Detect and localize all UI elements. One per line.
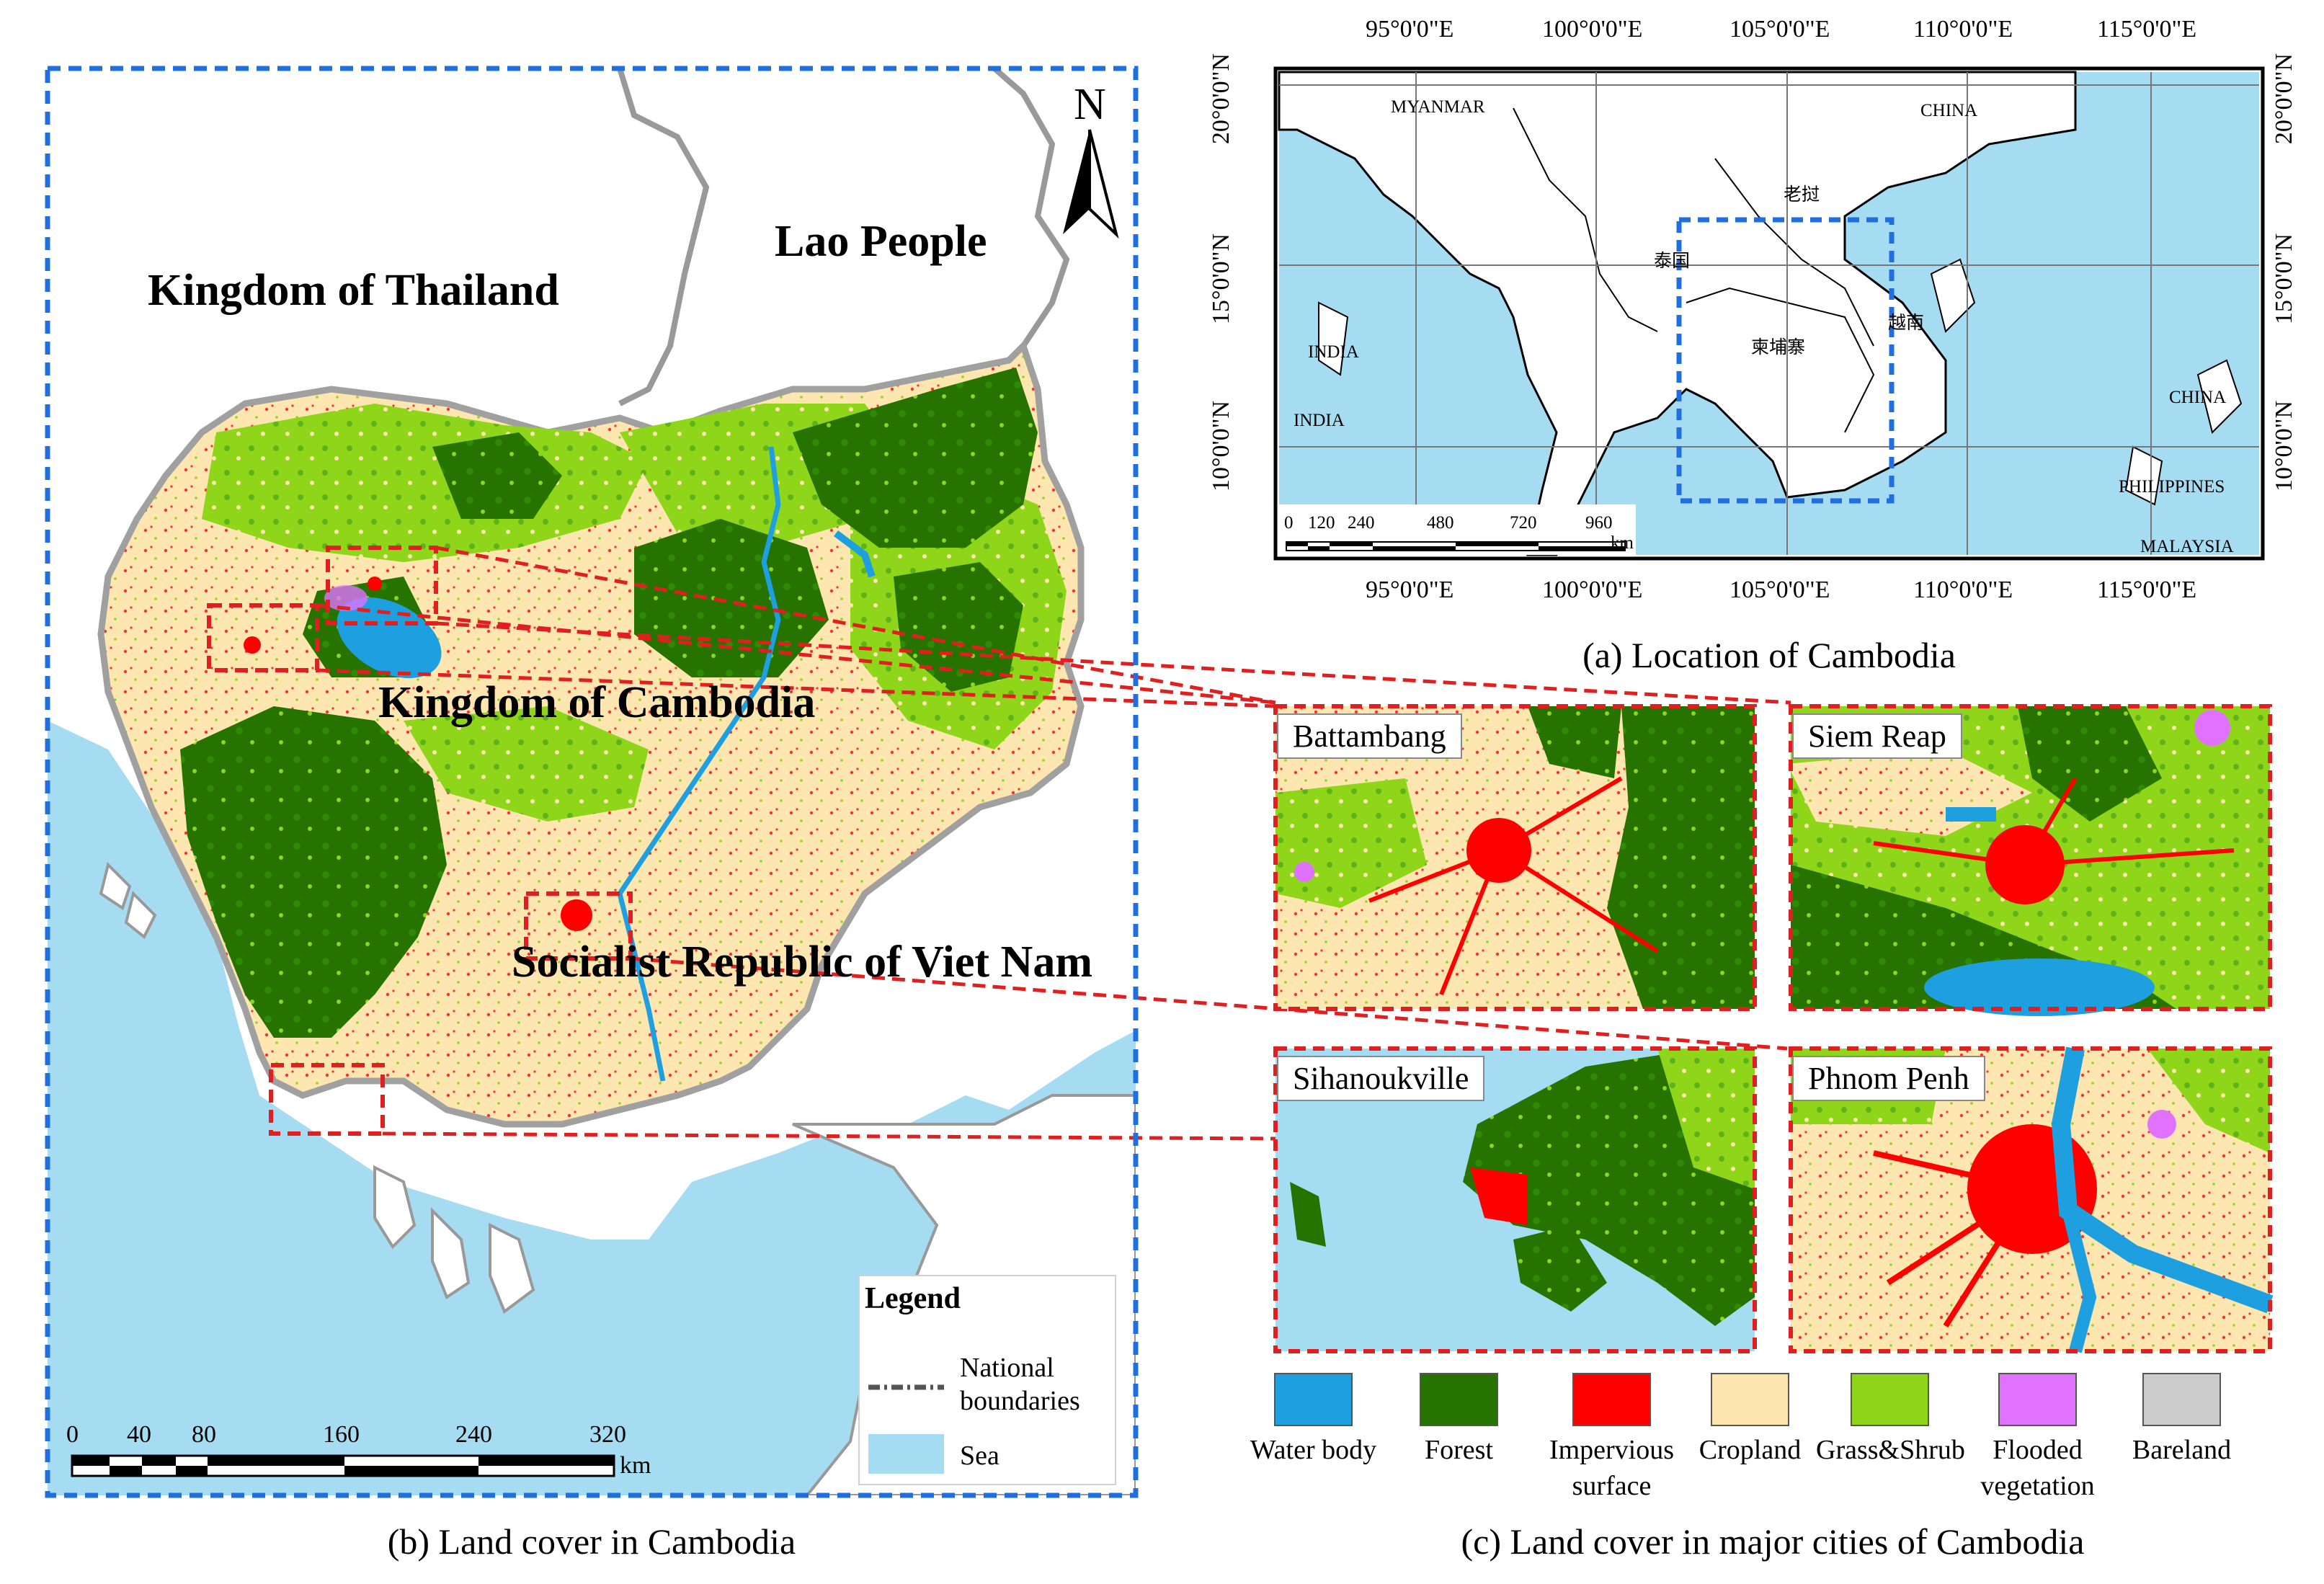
scale-b-tick-40: 40 (127, 1421, 151, 1448)
legend-swatch-cropland (1711, 1373, 1789, 1426)
legend-swatch-flooded (1998, 1373, 2077, 1426)
scale-a-tick-960: 960 (1585, 513, 1613, 533)
lat-tick-right-15: 15°0'0"N (2271, 233, 2297, 325)
laos-cn-label: 老挝 (1784, 185, 1820, 205)
panel-b-frame (45, 66, 1139, 1498)
lon-tick-bottom-95: 95°0'0"E (1366, 577, 1454, 603)
scale-a-tick-240: 240 (1348, 513, 1375, 533)
laos-label: Lao People (775, 217, 987, 266)
legend-swatch-grass (1851, 1373, 1929, 1426)
legend-item-impervious: Impervious surface (1538, 1373, 1686, 1504)
legend-label-forest: Forest (1425, 1435, 1493, 1465)
scale-a-tick-0: 0 (1284, 513, 1294, 533)
scale-a-tick-120: 120 (1308, 513, 1335, 533)
battambang-box (207, 603, 319, 672)
lon-tick-top-115: 115°0'0"E (2097, 16, 2197, 43)
india-label-2: INDIA (1294, 411, 1345, 430)
legend-label-grass: Grass&Shrub (1816, 1435, 1965, 1465)
scale-b-tick-0: 0 (66, 1421, 79, 1448)
scale-b-tick-80: 80 (192, 1421, 216, 1448)
legend-item-grass: Grass&Shrub (1816, 1373, 1965, 1468)
scale-b-tick-320: 320 (589, 1421, 626, 1448)
sihanoukville-box (269, 1063, 385, 1136)
cambodia-location-box (1676, 217, 1895, 504)
lon-tick-top-95: 95°0'0"E (1366, 16, 1454, 43)
legend-sea-label: Sea (960, 1441, 1000, 1471)
lon-tick-top-110: 110°0'0"E (1913, 16, 2013, 43)
city-label-phnom-penh: Phnom Penh (1792, 1056, 1985, 1101)
legend-swatch-forest (1420, 1373, 1498, 1426)
scale-b-tick-160: 160 (323, 1421, 360, 1448)
legend-title: Legend (865, 1282, 961, 1315)
legend-label-cropland: Cropland (1699, 1435, 1802, 1465)
legend-label-water: Water body (1250, 1435, 1377, 1465)
siem-reap-box (326, 546, 438, 626)
china-east-label: CHINA (2169, 388, 2227, 407)
scale-a-tick-480: 480 (1427, 513, 1454, 533)
legend-item-water: Water body (1247, 1373, 1380, 1468)
lon-tick-top-100: 100°0'0"E (1542, 16, 1643, 43)
malaysia-label: MALAYSIA (2140, 537, 2234, 556)
lat-tick-left-20: 20°0'0"N (1208, 53, 1234, 145)
mainland-southeast-asia (1278, 71, 2077, 556)
scale-b-unit: km (620, 1452, 651, 1479)
legend-swatch-bareland (2142, 1373, 2221, 1426)
legend-boundary-line2: boundaries (960, 1386, 1080, 1416)
panel-c-caption: (c) Land cover in major cities of Cambod… (1461, 1521, 2085, 1562)
legend-boundary-line1: National (960, 1353, 1054, 1383)
tonle-sap-lake (337, 597, 442, 679)
legend-item-bareland: Bareland (2108, 1373, 2256, 1468)
land-cover-legend: Water body Forest Impervious surface Cro… (1239, 1373, 2306, 1517)
vietnam-label: Socialist Republic of Viet Nam (512, 938, 1092, 987)
city-label-battambang: Battambang (1277, 713, 1462, 759)
legend-label-impervious-2: surface (1572, 1471, 1652, 1501)
scale-bar-b (71, 1454, 615, 1477)
legend-swatch-water (1274, 1373, 1353, 1426)
lon-tick-top-105: 105°0'0"E (1729, 16, 1830, 43)
lon-tick-bottom-100: 100°0'0"E (1542, 577, 1643, 603)
legend-label-impervious: Impervious (1549, 1435, 1675, 1465)
north-arrow-icon (1063, 129, 1119, 239)
lat-tick-left-10: 10°0'0"N (1208, 400, 1234, 492)
legend-label-flooded: Flooded (1993, 1435, 2083, 1465)
vietnam-cn-label: 越南 (1888, 313, 1925, 333)
lon-tick-bottom-115: 115°0'0"E (2097, 577, 2197, 603)
cambodia-cn-label: 柬埔寨 (1751, 338, 1806, 357)
lat-tick-right-20: 20°0'0"N (2271, 53, 2297, 145)
thailand-label: Kingdom of Thailand (148, 266, 559, 315)
lat-tick-right-10: 10°0'0"N (2271, 400, 2297, 492)
lon-tick-bottom-110: 110°0'0"E (1913, 577, 2013, 603)
philippines-label: PHILIPPINES (2119, 477, 2225, 497)
phnom-penh-map (1789, 1046, 2274, 1353)
north-label: N (1074, 80, 1106, 129)
phnom-penh-box (524, 891, 633, 961)
scale-a-tick-720: 720 (1510, 513, 1537, 533)
scale-b-tick-240: 240 (455, 1421, 492, 1448)
scale-a-unit: km (1611, 533, 1634, 553)
thailand-cn-label: 泰国 (1654, 252, 1691, 271)
legend-label-flooded-2: vegetation (1980, 1471, 2095, 1501)
india-label-1: INDIA (1308, 342, 1359, 362)
siem-reap-map (1787, 704, 2272, 1016)
legend-item-forest: Forest (1392, 1373, 1526, 1468)
city-label-sihanoukville: Sihanoukville (1277, 1056, 1485, 1101)
panel-b-caption: (b) Land cover in Cambodia (387, 1521, 796, 1562)
legend-swatch-impervious (1572, 1373, 1651, 1426)
lon-tick-bottom-105: 105°0'0"E (1729, 577, 1830, 603)
panel-a-caption: (a) Location of Cambodia (1582, 635, 1956, 675)
lat-tick-left-15: 15°0'0"N (1208, 233, 1234, 325)
legend-item-flooded: Flooded vegetation (1964, 1373, 2111, 1504)
myanmar-label: MYANMAR (1391, 97, 1485, 117)
city-label-siem-reap: Siem Reap (1792, 713, 1962, 759)
cambodia-label: Kingdom of Cambodia (378, 678, 816, 727)
china-north-label: CHINA (1920, 101, 1978, 120)
mekong-river (617, 446, 781, 1082)
legend-label-bareland: Bareland (2132, 1435, 2232, 1465)
legend-item-cropland: Cropland (1683, 1373, 1817, 1468)
